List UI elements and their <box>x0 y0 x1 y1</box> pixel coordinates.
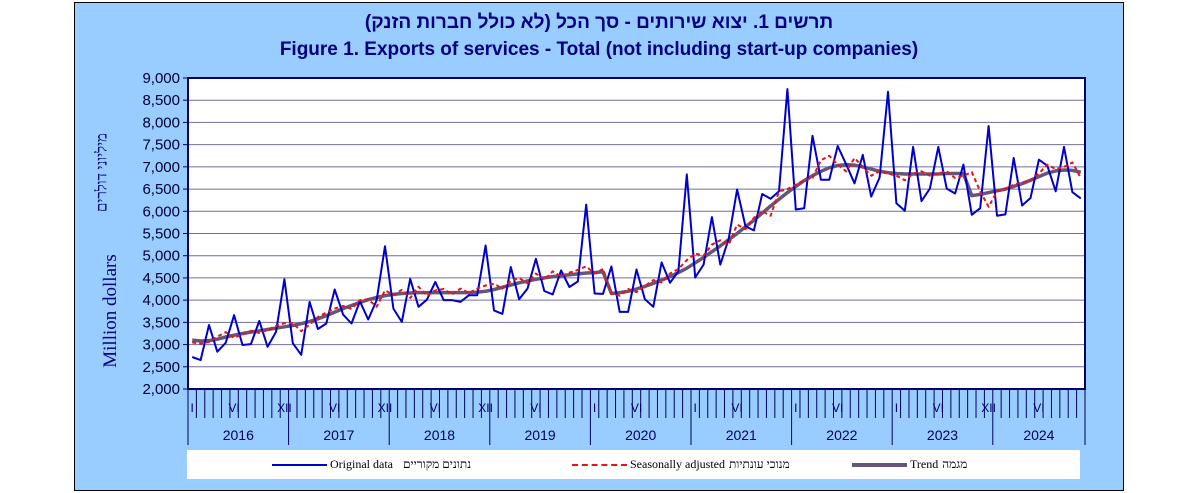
legend-swatch-trend <box>852 462 907 467</box>
y-tick-label: 3,000 <box>142 337 180 354</box>
legend-swatch-seasonally-adjusted <box>572 463 627 466</box>
series-line-seasonally-adjusted <box>192 154 1082 345</box>
y-tick-label: 6,500 <box>142 181 180 198</box>
month-label: I <box>191 401 194 415</box>
y-tick-label: 4,000 <box>142 292 180 309</box>
month-label: VI <box>530 401 541 415</box>
y-tick-label: 8,500 <box>142 92 180 109</box>
month-label: VI <box>731 401 742 415</box>
legend: Original data נתונים מקוריים Seasonally … <box>187 450 1080 479</box>
month-label: VI <box>631 401 642 415</box>
y-tick-label: 2,500 <box>142 359 180 376</box>
legend-item-trend: Trend מגמה <box>852 457 967 472</box>
year-label: 2024 <box>1023 427 1054 443</box>
month-label: XII <box>981 401 996 415</box>
year-label: 2018 <box>424 427 455 443</box>
y-tick-label: 9,000 <box>142 70 180 87</box>
month-label: XII <box>277 401 292 415</box>
chart-title-hebrew: תרשים 1. יצוא שירותים - סך הכל (לא כולל … <box>364 12 834 33</box>
y-tick-label: 4,500 <box>142 270 180 287</box>
month-label: I <box>593 401 596 415</box>
month-label: I <box>895 401 898 415</box>
year-label: 2016 <box>223 427 254 443</box>
legend-item-original: Original data נתונים מקוריים <box>272 457 471 472</box>
month-label: VI <box>933 401 944 415</box>
y-tick-label: 2,000 <box>142 381 180 398</box>
legend-label-original: Original data <box>330 457 393 471</box>
y-tick-label: 7,000 <box>142 159 180 176</box>
y-tick-label: 6,000 <box>142 203 180 220</box>
legend-swatch-original <box>272 463 327 466</box>
chart-title: Figure 1. Exports of services - Total (n… <box>279 39 919 60</box>
legend-label-trend-hebrew: מגמה <box>942 457 968 471</box>
month-label: VI <box>228 401 239 415</box>
year-label: 2020 <box>625 427 656 443</box>
month-label: I <box>694 401 697 415</box>
year-label: 2021 <box>726 427 757 443</box>
month-label: VI <box>430 401 441 415</box>
year-label: 2022 <box>826 427 857 443</box>
year-label: 2019 <box>525 427 556 443</box>
y-tick-label: 5,000 <box>142 248 180 265</box>
y-tick-label: 7,500 <box>142 137 180 154</box>
y-tick-label: 5,500 <box>142 226 180 243</box>
month-label: XII <box>378 401 393 415</box>
month-label: XII <box>478 401 493 415</box>
legend-item-seasonally-adjusted: Seasonally adjusted מנוכי עונתיות <box>572 457 790 472</box>
y-tick-label: 8,000 <box>142 114 180 131</box>
legend-label-trend: Trend <box>910 457 939 471</box>
month-label: VI <box>1033 401 1044 415</box>
month-label: VI <box>832 401 843 415</box>
month-label: VI <box>329 401 340 415</box>
legend-label-seasonally-adjusted-hebrew: מנוכי עונתיות <box>728 457 790 471</box>
legend-label-original-hebrew: נתונים מקוריים <box>402 457 472 471</box>
series-line-original-data <box>191 88 1082 362</box>
legend-label-seasonally-adjusted: Seasonally adjusted <box>630 457 725 471</box>
year-label: 2017 <box>323 427 354 443</box>
y-tick-label: 3,500 <box>142 314 180 331</box>
year-label: 2023 <box>927 427 958 443</box>
x-axis-band <box>188 389 1085 445</box>
month-label: I <box>794 401 797 415</box>
plot-border <box>187 77 1086 390</box>
